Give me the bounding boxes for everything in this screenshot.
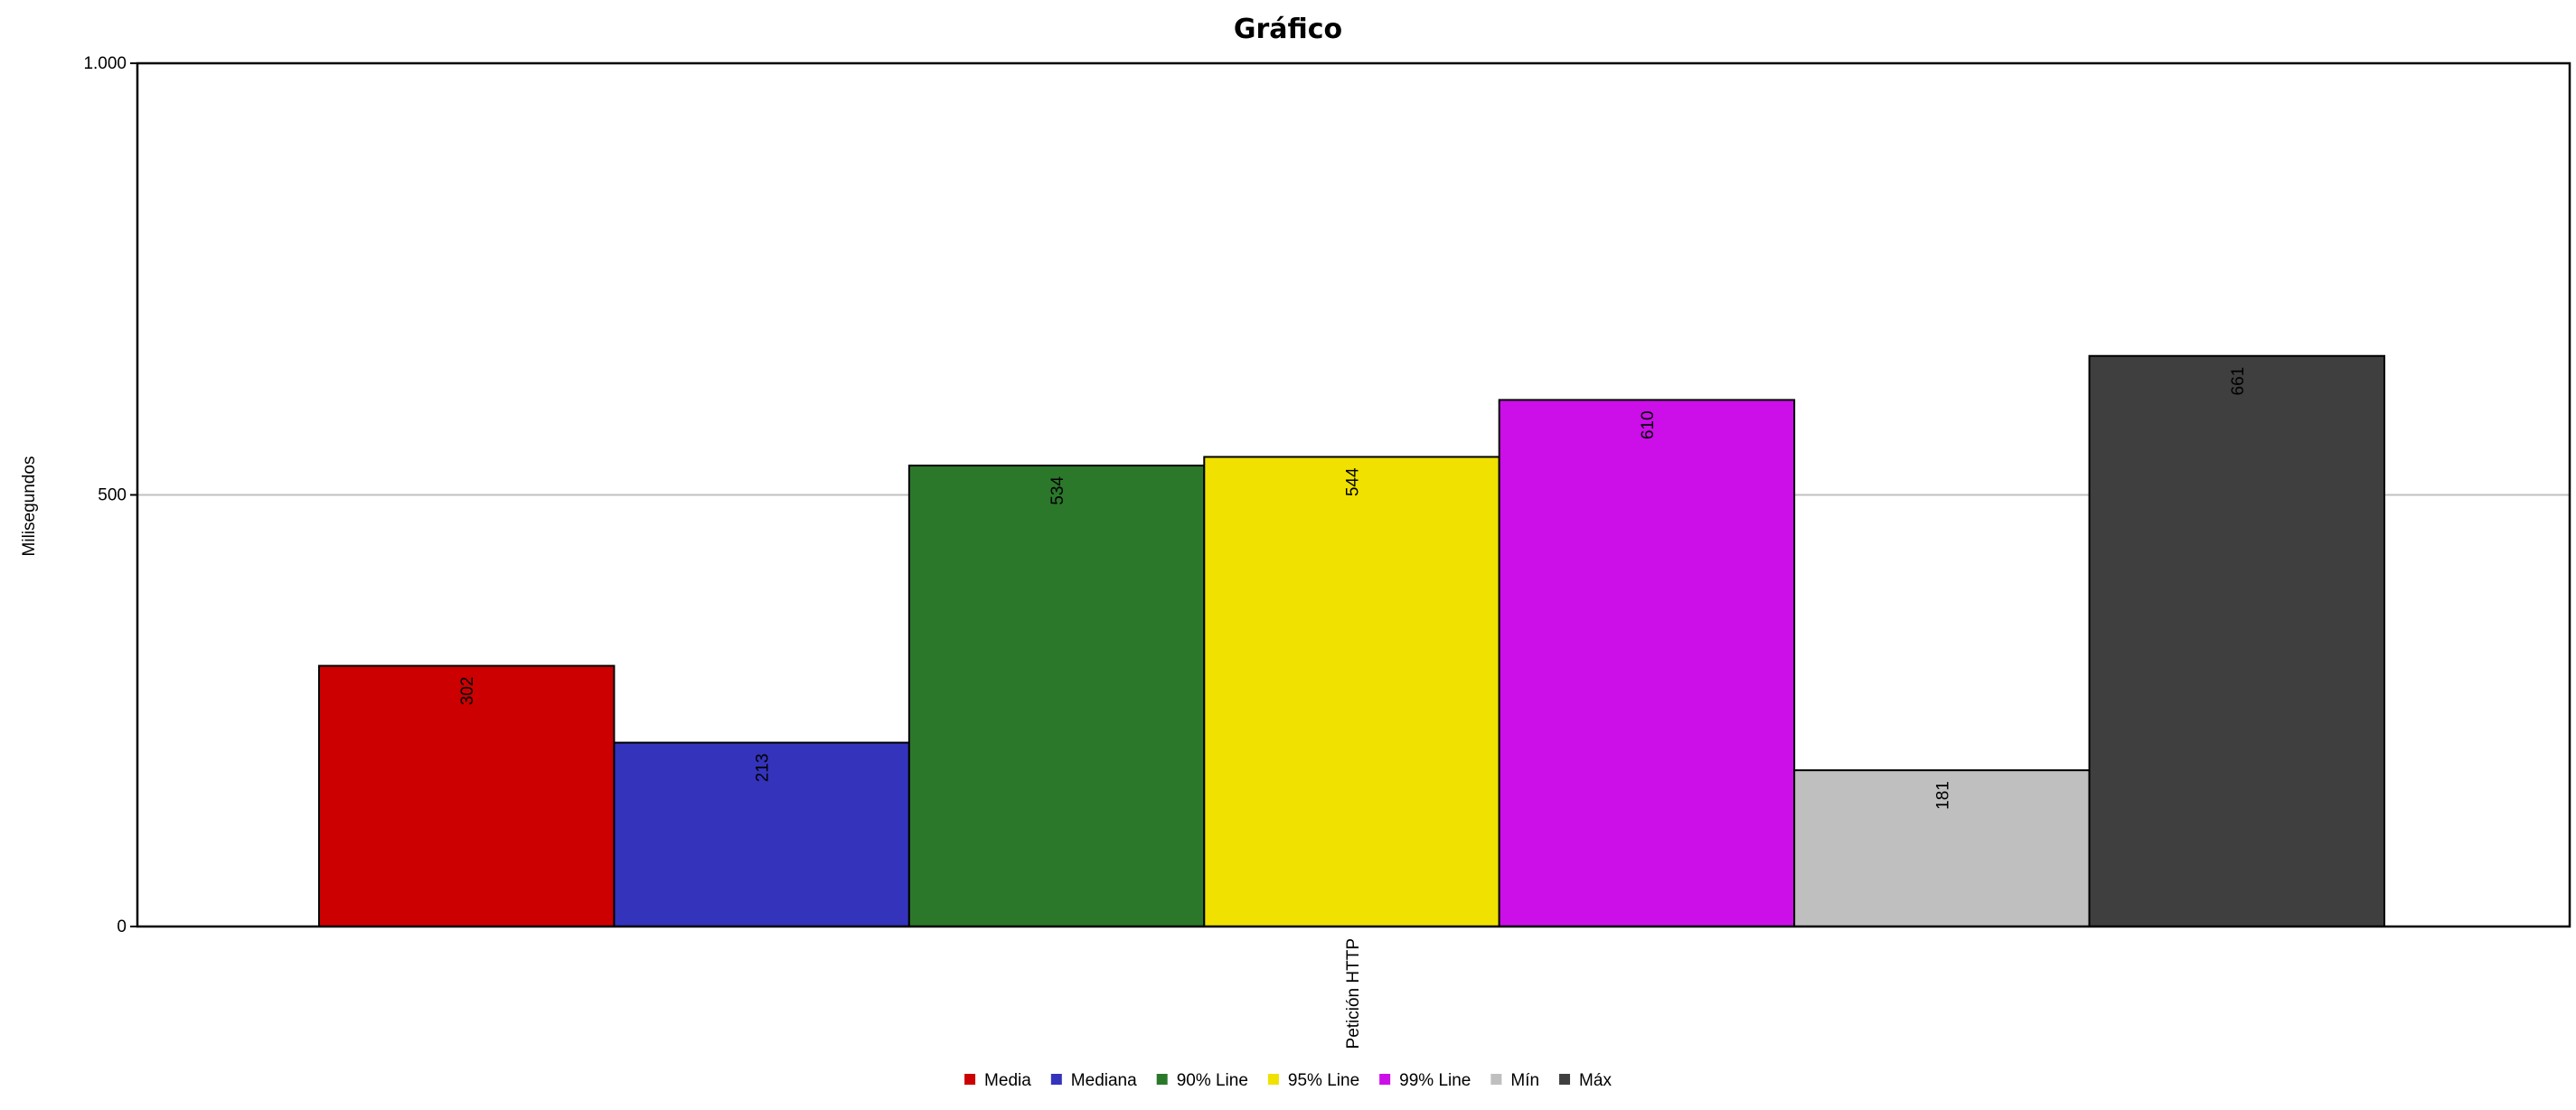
legend-swatch <box>1267 1074 1279 1085</box>
legend-label: 95% Line <box>1288 1071 1359 1090</box>
y-tick-label: 1.000 <box>83 54 127 73</box>
legend-swatch <box>1050 1074 1062 1085</box>
bar-value-label: 534 <box>1048 476 1067 505</box>
bar-labels: 302 213 534 544 610 181 661 <box>458 367 2248 810</box>
bar-90-line <box>907 465 1206 928</box>
legend-label: Máx <box>1579 1071 1612 1090</box>
legend-label: 99% Line <box>1399 1071 1471 1090</box>
legend-label: 90% Line <box>1177 1071 1248 1090</box>
bar-value-label: 213 <box>754 754 773 783</box>
legend-label: Media <box>984 1071 1031 1090</box>
legend-item: Máx <box>1559 1071 1612 1090</box>
legend-item: 90% Line <box>1156 1071 1248 1090</box>
y-ticks: 0 500 1.000 <box>83 54 137 936</box>
legend-item: 95% Line <box>1267 1071 1359 1090</box>
legend-item: Media <box>964 1071 1031 1090</box>
legend-swatch <box>1559 1074 1571 1085</box>
x-category-label: Petición HTTP <box>1344 938 1363 1049</box>
bar-99-line <box>1498 399 1796 927</box>
bar-95-line <box>1203 456 1500 928</box>
bar-value-label: 302 <box>458 677 477 706</box>
y-axis-label: Milisegundos <box>20 456 39 557</box>
legend-item: Mín <box>1490 1071 1539 1090</box>
bars <box>318 354 2386 928</box>
bar-value-label: 181 <box>1933 781 1952 810</box>
chart-title: Gráfico <box>1234 14 1342 45</box>
legend-label: Mediana <box>1071 1071 1137 1090</box>
legend-item: 99% Line <box>1379 1071 1471 1090</box>
bar-value-label: 544 <box>1344 467 1363 496</box>
legend-label: Mín <box>1510 1071 1539 1090</box>
legend-item: Mediana <box>1050 1071 1137 1090</box>
bar-mediana <box>613 741 910 928</box>
legend-swatch <box>1156 1074 1168 1085</box>
legend-swatch <box>1490 1074 1502 1085</box>
bar-value-label: 610 <box>1639 410 1658 439</box>
legend-swatch <box>1379 1074 1391 1085</box>
y-tick-label: 500 <box>98 486 127 505</box>
legend-swatch <box>964 1074 976 1085</box>
bar-value-label: 661 <box>2229 367 2248 396</box>
legend: Media Mediana 90% Line 95% Line 99% Line Mín M… <box>964 1071 1612 1090</box>
bar-m-x <box>2088 354 2386 927</box>
y-tick-label: 0 <box>117 917 127 936</box>
